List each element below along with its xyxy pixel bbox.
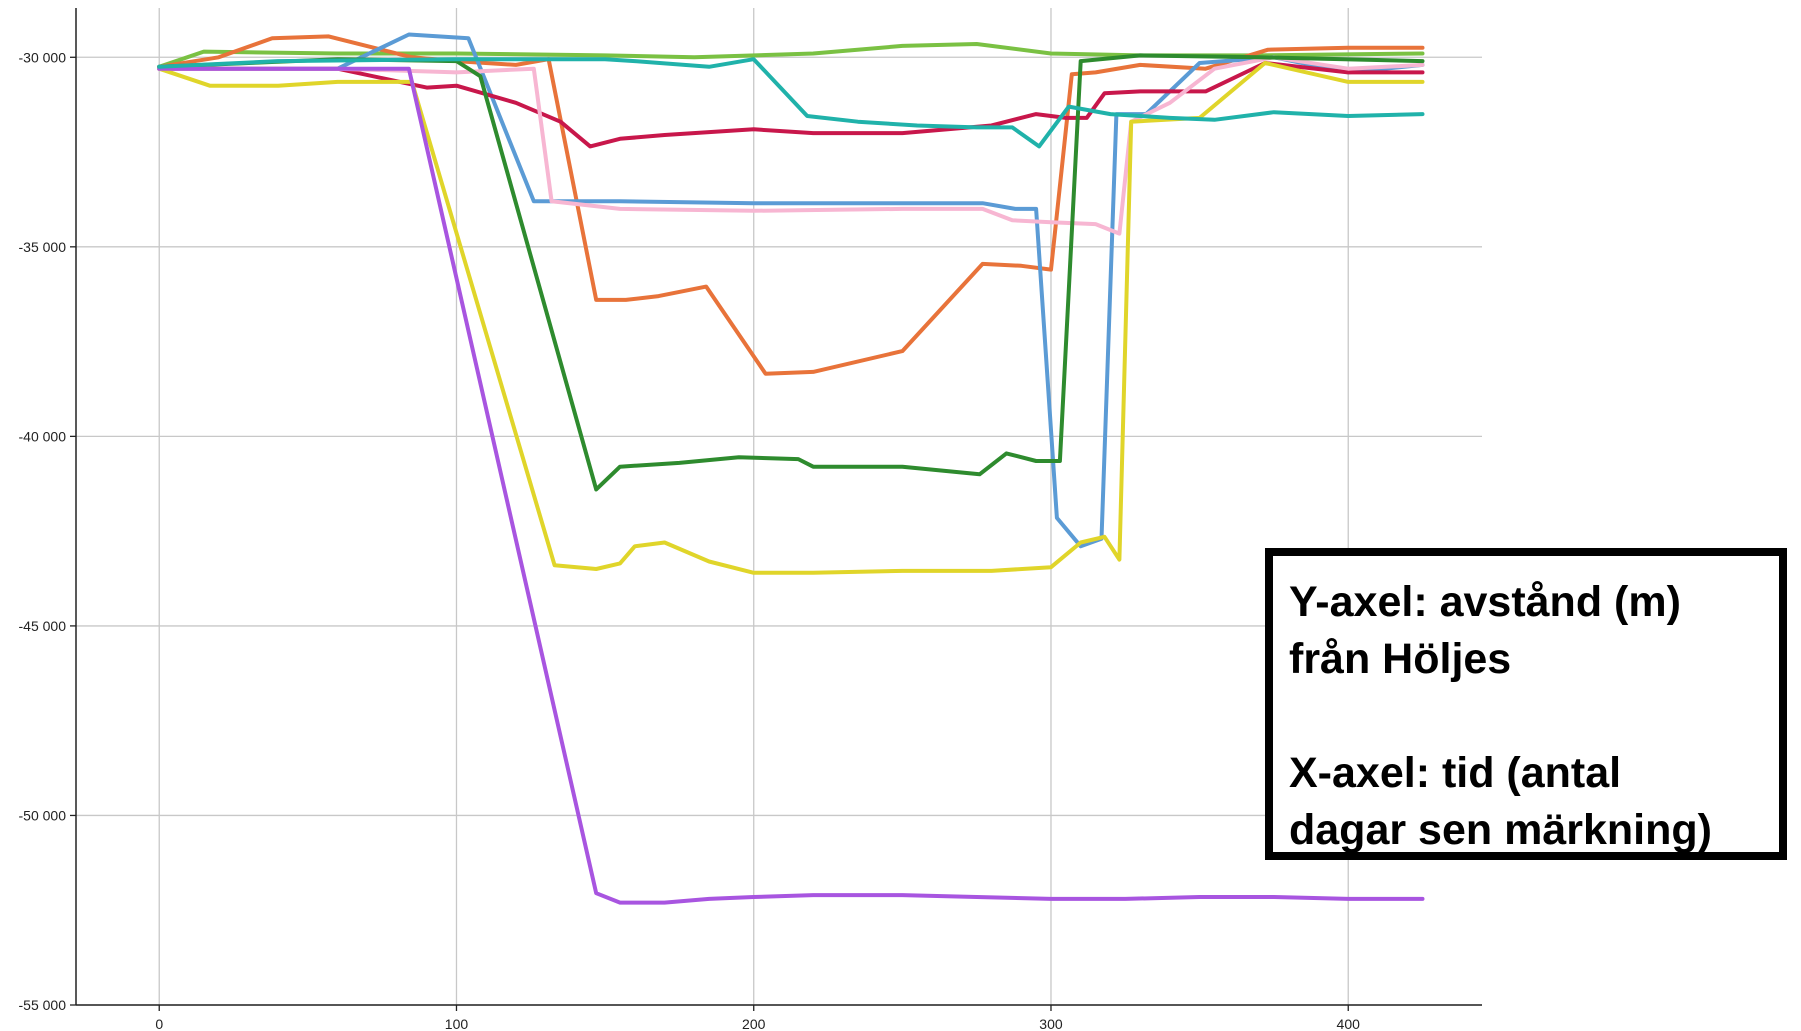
y-tick-label: -40 000 bbox=[19, 428, 67, 444]
axes bbox=[70, 8, 1482, 1011]
series-line-6 bbox=[157, 53, 1425, 492]
series-line-9 bbox=[157, 57, 1425, 149]
y-tick-label: -35 000 bbox=[19, 239, 67, 255]
series-lines bbox=[157, 32, 1425, 905]
x-tick-label: 0 bbox=[155, 1016, 163, 1031]
x-tick-label: 200 bbox=[742, 1016, 766, 1031]
y-tick-label: -50 000 bbox=[19, 807, 67, 823]
series-line-3 bbox=[157, 32, 1425, 549]
y-tick-label: -55 000 bbox=[19, 997, 67, 1013]
y-tick-label: -30 000 bbox=[19, 49, 67, 65]
series-line-4 bbox=[157, 61, 1425, 149]
x-tick-label: 100 bbox=[445, 1016, 469, 1031]
annotation-line-1: Y-axel: avstånd (m) bbox=[1289, 578, 1681, 626]
x-tick-label: 400 bbox=[1337, 1016, 1361, 1031]
y-tick-labels: -30 000 -35 000 -40 000 -45 000 -50 000 -55 0… bbox=[19, 49, 67, 1013]
annotation-line-2: från Höljes bbox=[1289, 635, 1512, 683]
y-tick-label: -45 000 bbox=[19, 618, 67, 634]
annotation-line-3: X-axel: tid (antal bbox=[1289, 749, 1622, 797]
annotation-spacer bbox=[1289, 688, 1763, 745]
series-line-7 bbox=[157, 61, 1425, 575]
x-tick-labels: 0 100 200 300 400 bbox=[155, 1016, 1360, 1031]
annotation-line-4: dagar sen märkning) bbox=[1289, 806, 1712, 854]
x-tick-label: 300 bbox=[1039, 1016, 1063, 1031]
axis-annotation-box: Y-axel: avstånd (m) från Höljes X-axel: … bbox=[1265, 548, 1787, 860]
series-line-5 bbox=[157, 55, 1425, 236]
series-line-8 bbox=[157, 66, 1425, 905]
series-line-2 bbox=[157, 34, 1425, 376]
